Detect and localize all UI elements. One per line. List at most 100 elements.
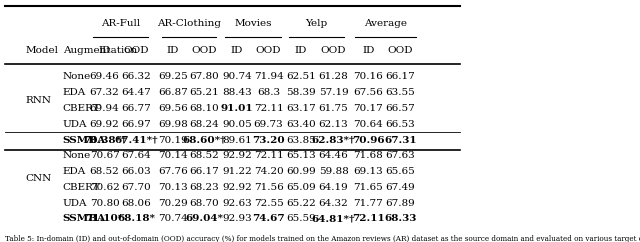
- Text: OOD: OOD: [191, 45, 217, 54]
- Text: 70.19: 70.19: [158, 136, 188, 144]
- Text: 91.01: 91.01: [221, 104, 253, 113]
- Text: UDA: UDA: [63, 199, 87, 208]
- Text: 68.06: 68.06: [121, 199, 151, 208]
- Text: ID: ID: [166, 45, 179, 54]
- Text: 59.88: 59.88: [319, 167, 348, 176]
- Text: 92.93: 92.93: [222, 214, 252, 223]
- Text: 67.76: 67.76: [158, 167, 188, 176]
- Text: Table 5: In-domain (ID) and out-of-domain (OOD) accuracy (%) for models trained : Table 5: In-domain (ID) and out-of-domai…: [4, 235, 640, 242]
- Text: 67.32: 67.32: [90, 88, 120, 97]
- Text: UDA: UDA: [63, 120, 87, 129]
- Text: 69.25: 69.25: [158, 72, 188, 82]
- Text: 66.77: 66.77: [121, 104, 151, 113]
- Text: 67.41*†: 67.41*†: [115, 136, 158, 144]
- Text: 67.70: 67.70: [121, 183, 151, 192]
- Text: 74.20: 74.20: [253, 167, 284, 176]
- Text: 66.17: 66.17: [189, 167, 220, 176]
- Text: 61.28: 61.28: [319, 72, 348, 82]
- Text: EDA: EDA: [63, 167, 86, 176]
- Text: 57.19: 57.19: [319, 88, 348, 97]
- Text: OOD: OOD: [256, 45, 281, 54]
- Text: 66.57: 66.57: [385, 104, 415, 113]
- Text: 58.39: 58.39: [286, 88, 316, 97]
- Text: 90.74: 90.74: [222, 72, 252, 82]
- Text: 64.46: 64.46: [319, 151, 348, 160]
- Text: 65.59: 65.59: [286, 214, 316, 223]
- Text: 73.20: 73.20: [252, 136, 285, 144]
- Text: 70.74: 70.74: [158, 214, 188, 223]
- Text: 92.63: 92.63: [222, 199, 252, 208]
- Text: 68.52: 68.52: [189, 151, 220, 160]
- Text: 65.09: 65.09: [286, 183, 316, 192]
- Text: 69.98: 69.98: [158, 120, 188, 129]
- Text: 71.68: 71.68: [353, 151, 383, 160]
- Text: 65.13: 65.13: [286, 151, 316, 160]
- Text: RNN: RNN: [26, 96, 52, 105]
- Text: CNN: CNN: [26, 174, 52, 183]
- Text: 70.80: 70.80: [90, 199, 120, 208]
- Text: 70.29: 70.29: [158, 199, 188, 208]
- Text: 72.11: 72.11: [352, 214, 385, 223]
- Text: 67.56: 67.56: [353, 88, 383, 97]
- Text: CBERT: CBERT: [63, 183, 100, 192]
- Text: 71.65: 71.65: [353, 183, 383, 192]
- Text: 88.43: 88.43: [222, 88, 252, 97]
- Text: 65.22: 65.22: [286, 199, 316, 208]
- Text: 71.94: 71.94: [253, 72, 284, 82]
- Text: 67.31: 67.31: [384, 136, 417, 144]
- Text: 70.67: 70.67: [90, 151, 120, 160]
- Text: EDA: EDA: [63, 88, 86, 97]
- Text: 63.17: 63.17: [286, 104, 316, 113]
- Text: 69.73: 69.73: [253, 120, 284, 129]
- Text: 72.11: 72.11: [253, 104, 284, 113]
- Text: SSMBA: SSMBA: [63, 214, 106, 223]
- Text: 64.47: 64.47: [121, 88, 151, 97]
- Text: 69.04*: 69.04*: [186, 214, 223, 223]
- Text: Augmentation: Augmentation: [63, 45, 137, 54]
- Text: 74.67: 74.67: [252, 214, 285, 223]
- Text: 63.40: 63.40: [286, 120, 316, 129]
- Text: 68.70: 68.70: [189, 199, 220, 208]
- Text: 69.92: 69.92: [90, 120, 120, 129]
- Text: 68.24: 68.24: [189, 120, 220, 129]
- Text: 64.19: 64.19: [319, 183, 348, 192]
- Text: 62.83*†: 62.83*†: [312, 136, 355, 144]
- Text: AR-Full: AR-Full: [100, 19, 140, 28]
- Text: ID: ID: [231, 45, 243, 54]
- Text: 92.92: 92.92: [222, 183, 252, 192]
- Text: Model: Model: [26, 45, 58, 54]
- Text: 66.87: 66.87: [158, 88, 188, 97]
- Text: OOD: OOD: [321, 45, 346, 54]
- Text: 72.11: 72.11: [253, 151, 284, 160]
- Text: 68.23: 68.23: [189, 183, 220, 192]
- Text: 71.56: 71.56: [253, 183, 284, 192]
- Text: 71.77: 71.77: [353, 199, 383, 208]
- Text: 70.17: 70.17: [353, 104, 383, 113]
- Text: 68.3: 68.3: [257, 88, 280, 97]
- Text: Movies: Movies: [234, 19, 272, 28]
- Text: OOD: OOD: [124, 45, 149, 54]
- Text: 60.99: 60.99: [286, 167, 316, 176]
- Text: CBERT: CBERT: [63, 104, 100, 113]
- Text: 68.33: 68.33: [384, 214, 417, 223]
- Text: 63.85: 63.85: [286, 136, 316, 144]
- Text: 66.53: 66.53: [385, 120, 415, 129]
- Text: 68.18*: 68.18*: [117, 214, 155, 223]
- Text: 68.10: 68.10: [189, 104, 220, 113]
- Text: 66.03: 66.03: [121, 167, 151, 176]
- Text: 91.22: 91.22: [222, 167, 252, 176]
- Text: ID: ID: [295, 45, 307, 54]
- Text: 90.05: 90.05: [222, 120, 252, 129]
- Text: Average: Average: [364, 19, 407, 28]
- Text: Yelp: Yelp: [305, 19, 328, 28]
- Text: 92.92: 92.92: [222, 151, 252, 160]
- Text: ID: ID: [362, 45, 374, 54]
- Text: 70.38*†: 70.38*†: [83, 136, 126, 144]
- Text: 64.81*†: 64.81*†: [312, 214, 355, 223]
- Text: 65.65: 65.65: [385, 167, 415, 176]
- Text: 70.14: 70.14: [158, 151, 188, 160]
- Text: 67.80: 67.80: [189, 72, 220, 82]
- Text: None: None: [63, 151, 91, 160]
- Text: None: None: [63, 72, 91, 82]
- Text: OOD: OOD: [388, 45, 413, 54]
